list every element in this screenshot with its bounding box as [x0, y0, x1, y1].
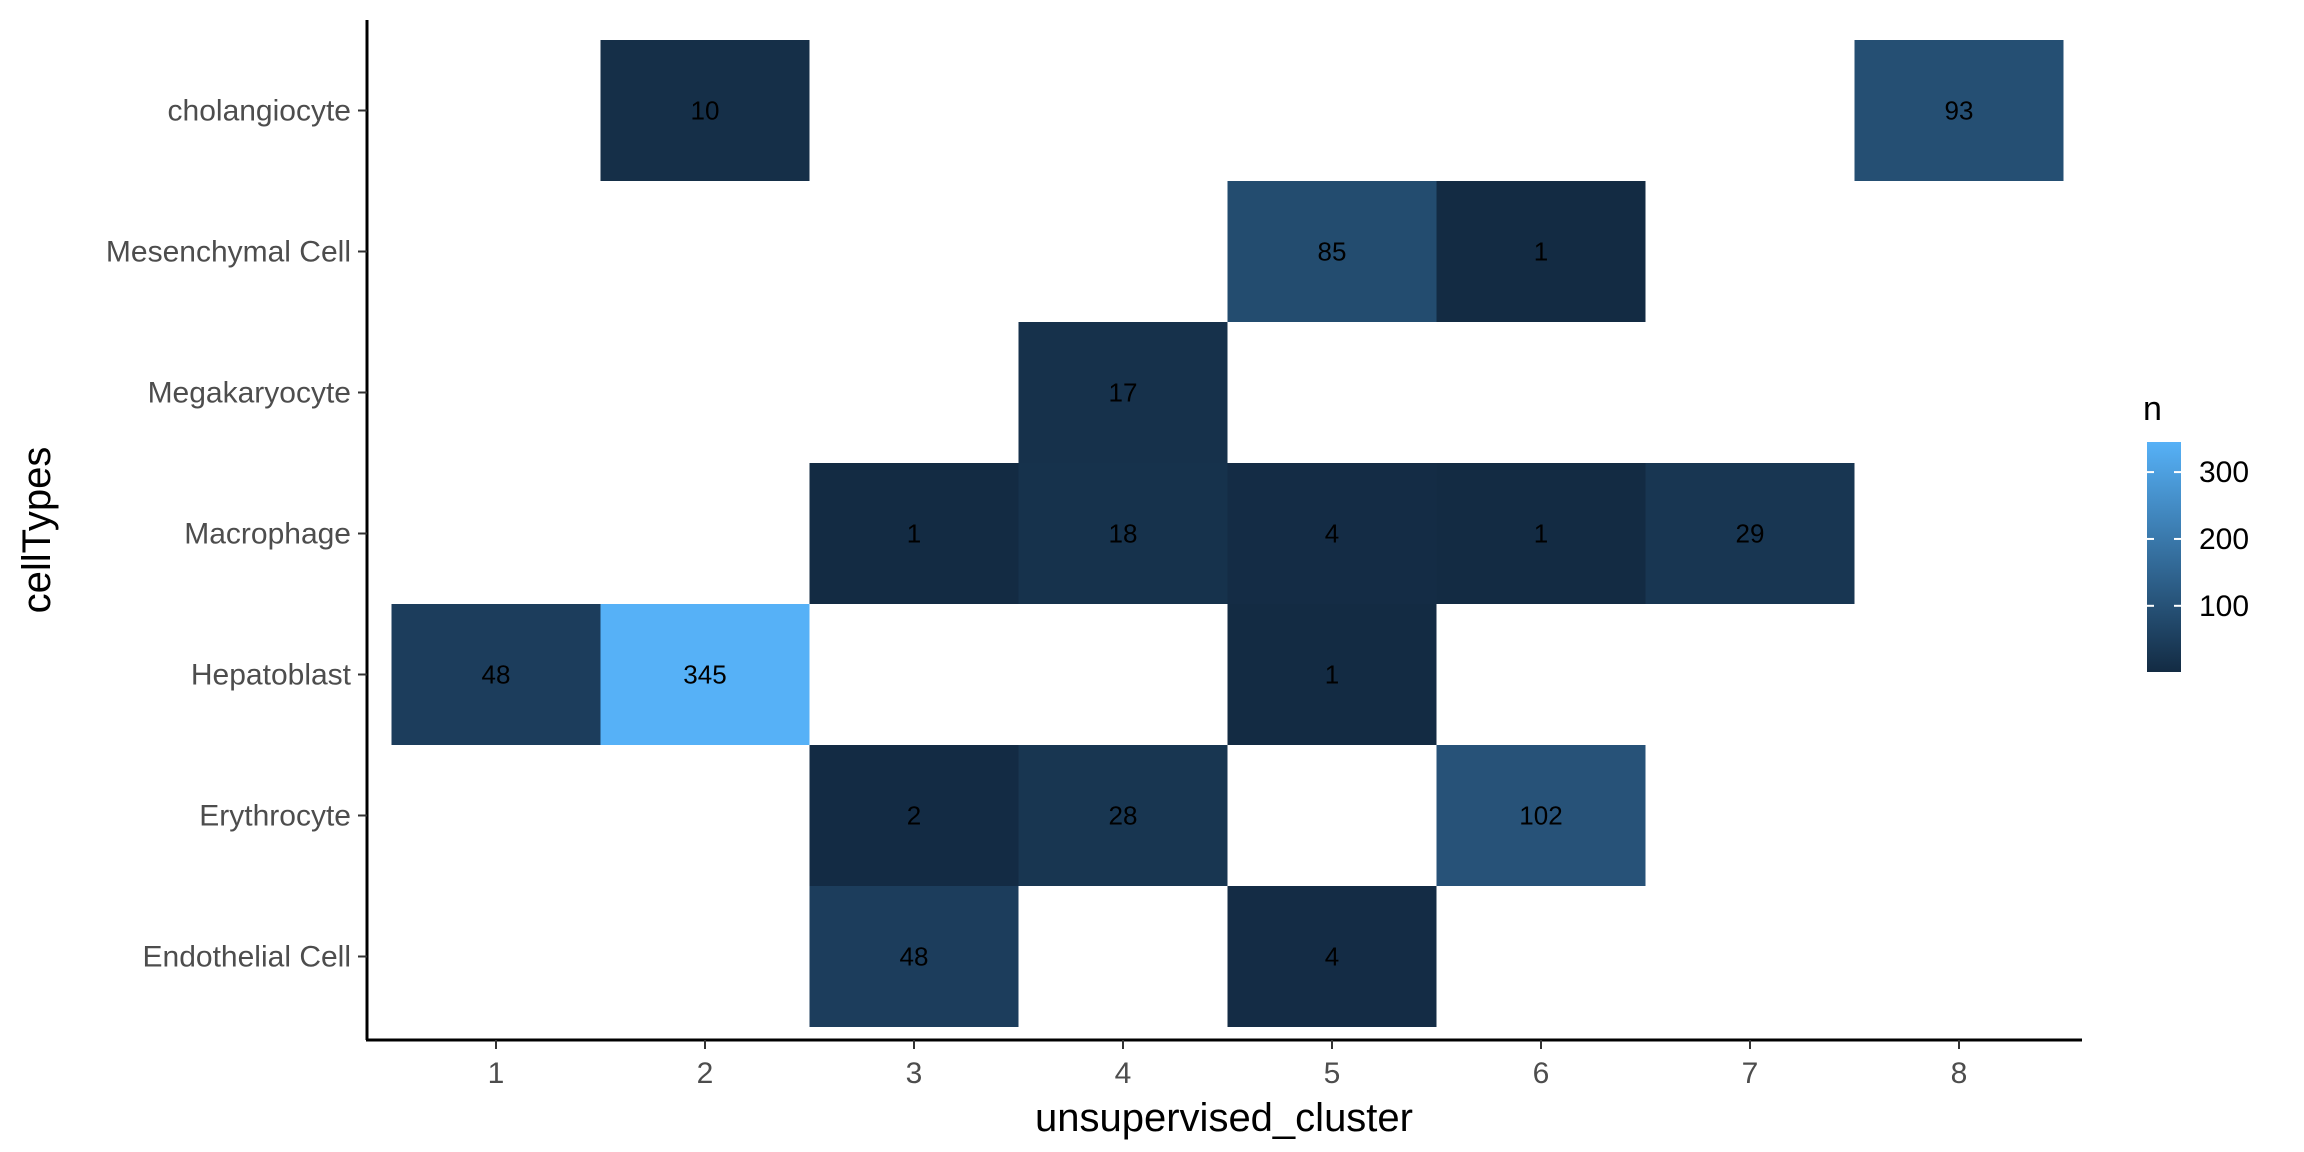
y-tick-label: cholangiocyte	[168, 95, 351, 128]
x-axis-ticks: 1 2 3 4 5 6 7 8	[488, 1040, 1968, 1090]
heatmap-cell-label: 1	[1325, 660, 1339, 690]
heatmap-cell-label: 1	[907, 519, 921, 549]
y-tick-label: Erythrocyte	[199, 800, 351, 833]
x-tick-label: 6	[1533, 1057, 1550, 1090]
legend-tick-label: 100	[2199, 590, 2249, 623]
heatmap-cell	[1645, 463, 1855, 604]
heatmap-cell-label: 2	[907, 801, 921, 831]
heatmap-cell-label: 48	[900, 942, 929, 972]
y-tick-label: Megakaryocyte	[148, 377, 351, 410]
y-tick-label: Mesenchymal Cell	[106, 236, 351, 269]
heatmap-cell-label: 1	[1534, 519, 1548, 549]
heatmap-cells	[391, 40, 2064, 1027]
x-tick-label: 5	[1324, 1057, 1341, 1090]
legend-colorbar	[2147, 442, 2181, 672]
heatmap-cell-label: 85	[1318, 237, 1347, 267]
x-tick-label: 1	[488, 1057, 505, 1090]
heatmap-cell	[1227, 181, 1437, 322]
y-tick-label: Hepatoblast	[191, 659, 352, 692]
heatmap-cell	[1018, 745, 1228, 886]
heatmap-cell-label: 93	[1945, 96, 1974, 126]
heatmap-cell	[1227, 604, 1437, 745]
y-tick-label: Endothelial Cell	[143, 941, 351, 974]
heatmap-cell-label: 345	[683, 660, 726, 690]
x-tick-label: 2	[697, 1057, 714, 1090]
heatmap-cell	[809, 463, 1019, 604]
color-legend: n 100 200 300	[2143, 390, 2249, 672]
heatmap-cell	[1227, 463, 1437, 604]
heatmap-cell-label: 102	[1519, 801, 1562, 831]
y-axis-title: cellTypes	[15, 447, 59, 614]
heatmap-cell	[1436, 181, 1646, 322]
x-axis-title: unsupervised_cluster	[1035, 1096, 1413, 1140]
y-tick-label: Macrophage	[184, 518, 351, 551]
legend-ticks: 100 200 300	[2147, 456, 2249, 623]
heatmap-cell-label: 48	[482, 660, 511, 690]
heatmap-cell	[1227, 886, 1437, 1027]
x-tick-label: 7	[1742, 1057, 1759, 1090]
heatmap-cell	[1018, 322, 1228, 463]
heatmap-cell-label: 29	[1736, 519, 1765, 549]
heatmap-cell	[809, 745, 1019, 886]
heatmap-cell	[1436, 463, 1646, 604]
x-tick-label: 4	[1115, 1057, 1132, 1090]
heatmap-cell-label: 10	[691, 96, 720, 126]
legend-title: n	[2143, 390, 2162, 428]
y-axis-ticks: Endothelial Cell Erythrocyte Hepatoblast Ma…	[106, 95, 367, 974]
heatmap-cell-label: 17	[1109, 378, 1138, 408]
x-tick-label: 8	[1951, 1057, 1968, 1090]
heatmap-cell-labels: 10 93 85 1 17 1 18 4 1 29 48 345 1 2 28 102 48 4	[482, 96, 1974, 972]
heatmap-cell	[600, 40, 810, 181]
heatmap-cell	[600, 604, 810, 745]
heatmap-cell-label: 4	[1325, 942, 1339, 972]
heatmap-cell	[391, 604, 601, 745]
heatmap-cell	[1018, 463, 1228, 604]
heatmap-cell-label: 28	[1109, 801, 1138, 831]
x-tick-label: 3	[906, 1057, 923, 1090]
heatmap-cell	[1854, 40, 2064, 181]
heatmap-cell-label: 1	[1534, 237, 1548, 267]
legend-tick-label: 200	[2199, 523, 2249, 556]
heatmap-cell	[1436, 745, 1646, 886]
heatmap-cell	[809, 886, 1019, 1027]
heatmap-cell-label: 18	[1109, 519, 1138, 549]
legend-tick-label: 300	[2199, 456, 2249, 489]
heatmap-cell-label: 4	[1325, 519, 1339, 549]
